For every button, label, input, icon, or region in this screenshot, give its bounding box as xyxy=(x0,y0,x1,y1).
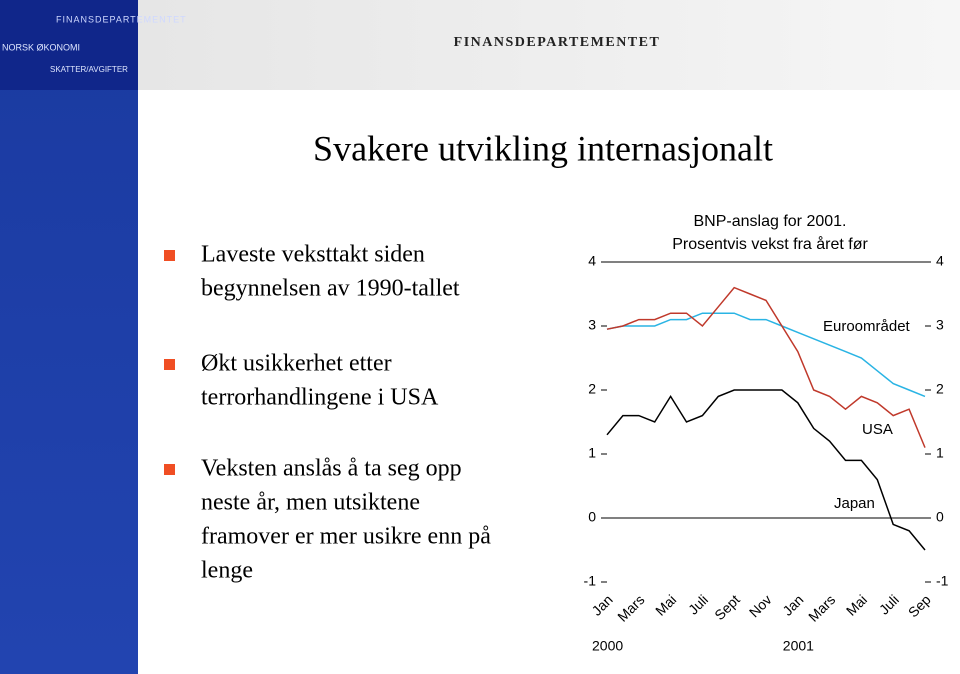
x-tick-label: Sep xyxy=(905,591,934,620)
series-label: USA xyxy=(862,421,893,438)
y2-tick-label: 2 xyxy=(936,381,944,397)
series-line xyxy=(606,312,926,398)
y2-tick-label: -1 xyxy=(936,573,949,589)
chart-title: BNP-anslag for 2001. xyxy=(694,213,847,230)
slide-title: Svakere utvikling internasjonalt xyxy=(313,128,773,168)
x-tick-label: Mai xyxy=(843,591,870,618)
series-label: Japan xyxy=(834,495,875,512)
x-tick-label: Mars xyxy=(614,591,647,624)
menu-item[interactable]: SKATTER/AVGIFTER xyxy=(50,65,128,74)
bullet-text: Økt usikkerhet etter xyxy=(201,351,392,377)
bullet-text: neste år, men utsiktene xyxy=(201,490,420,516)
logo: FINANSDEPARTEMENTET xyxy=(56,14,187,24)
y-tick-label: -1 xyxy=(584,573,597,589)
y2-tick-label: 3 xyxy=(936,317,944,333)
bullet-text: framover er mer usikre enn på xyxy=(201,524,491,550)
x-tick-label: Mai xyxy=(652,591,679,618)
side-panel xyxy=(0,0,138,674)
bullet-text: lenge xyxy=(201,558,253,584)
x-tick-label: Jan xyxy=(779,591,806,618)
chart: BNP-anslag for 2001. Prosentvis vekst fra… xyxy=(584,213,949,653)
series-line xyxy=(606,286,926,448)
bullet-text: Laveste veksttakt siden xyxy=(201,242,425,268)
bullet-text: terrorhandlingene i USA xyxy=(201,385,439,411)
y2-tick-label: 1 xyxy=(936,445,944,461)
bullet-text: Veksten anslås å ta seg opp xyxy=(201,456,462,482)
logo-box xyxy=(0,0,138,90)
ministry-name: FINANSDEPARTEMENTET xyxy=(454,35,661,50)
series-label: Euroområdet xyxy=(823,318,911,335)
chart-title: Prosentvis vekst fra året før xyxy=(672,235,868,253)
y-tick-label: 2 xyxy=(588,381,596,397)
year-label: 2001 xyxy=(783,638,814,654)
bullet-text: begynnelsen av 1990-tallet xyxy=(201,276,460,302)
top-bar xyxy=(138,0,960,90)
series-line xyxy=(606,389,926,551)
x-tick-label: Jan xyxy=(588,591,615,618)
bullet-marker xyxy=(164,359,175,370)
y-tick-label: 0 xyxy=(588,509,596,525)
bullet-marker xyxy=(164,464,175,475)
y-tick-label: 1 xyxy=(588,445,596,461)
y2-tick-label: 0 xyxy=(936,509,944,525)
x-tick-label: Juli xyxy=(685,591,711,617)
y2-tick-label: 4 xyxy=(936,253,944,269)
x-tick-label: Juli xyxy=(876,591,902,617)
x-tick-label: Nov xyxy=(746,591,775,620)
x-tick-label: Sept xyxy=(711,591,743,623)
bullet-list: Laveste veksttakt siden begynnelsen av 19… xyxy=(164,242,491,584)
y-tick-label: 4 xyxy=(588,253,596,269)
y-tick-label: 3 xyxy=(588,317,596,333)
year-label: 2000 xyxy=(592,638,623,654)
menu-item[interactable]: NORSK ØKONOMI xyxy=(2,42,80,52)
bullet-marker xyxy=(164,250,175,261)
x-tick-label: Mars xyxy=(805,591,838,624)
